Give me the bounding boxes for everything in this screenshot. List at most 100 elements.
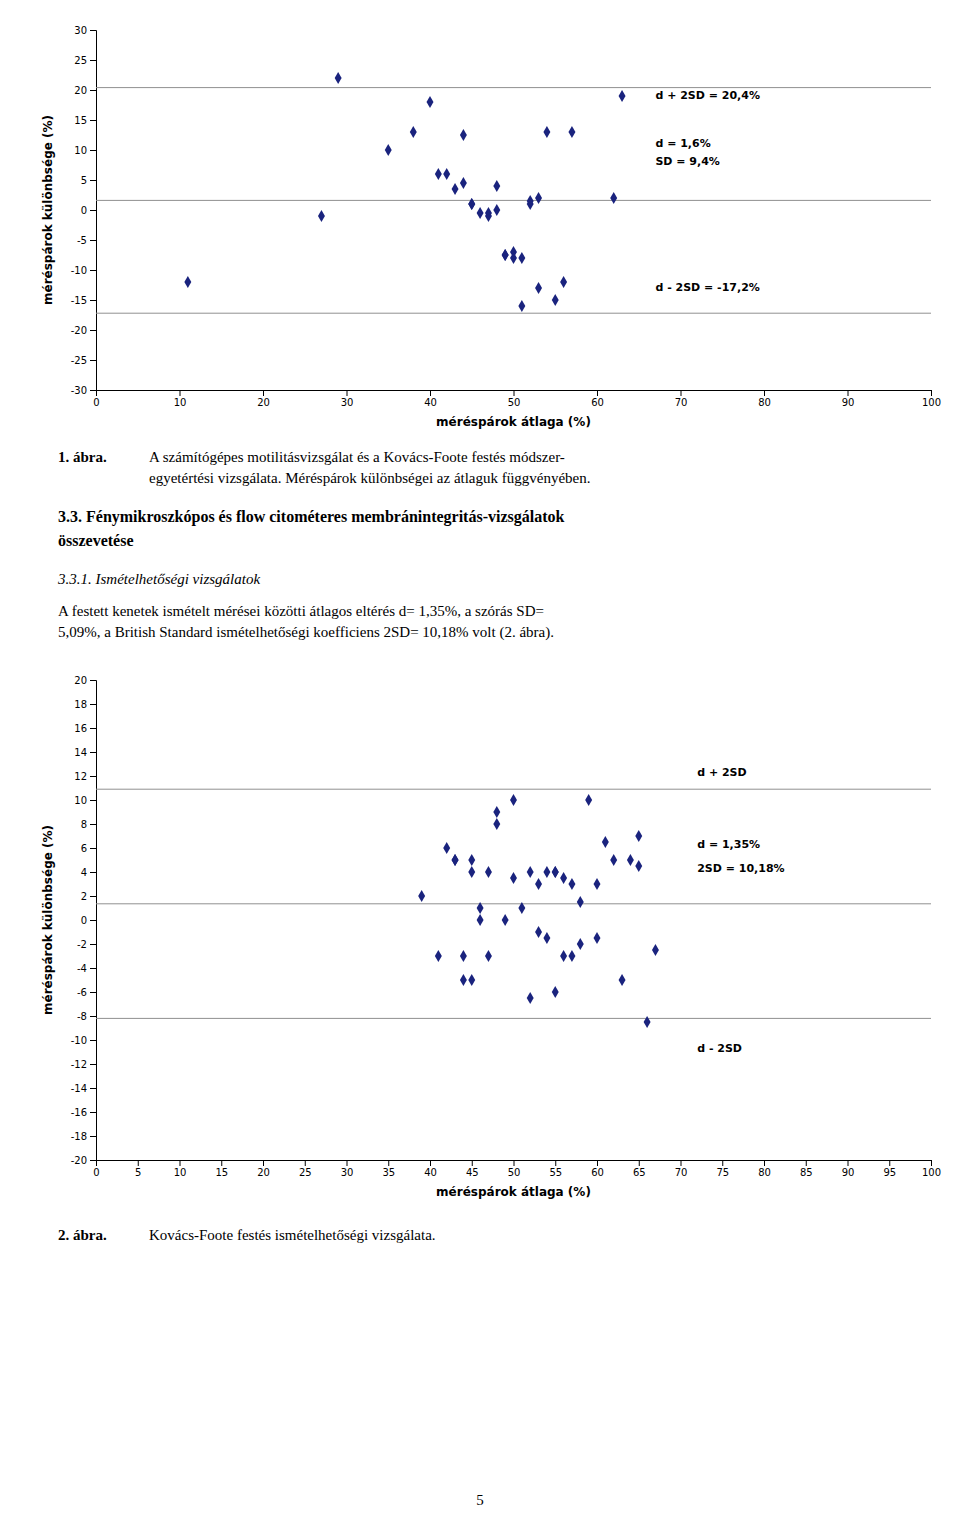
- tick-label: -20: [71, 325, 87, 336]
- tick: 20: [257, 1160, 270, 1178]
- tick-label: 20: [257, 1167, 270, 1178]
- tick: 2: [81, 891, 96, 902]
- tick: 90: [842, 1160, 855, 1178]
- tick-mark: [263, 390, 264, 396]
- tick-mark: [138, 1160, 139, 1166]
- reference-line: [96, 789, 931, 790]
- tick: -5: [77, 235, 96, 246]
- tick-mark: [90, 776, 96, 777]
- tick: 20: [74, 85, 96, 96]
- point: [543, 932, 550, 944]
- point: [477, 914, 484, 926]
- point: [427, 96, 434, 108]
- tick-mark: [180, 390, 181, 396]
- point: [335, 72, 342, 84]
- tick-label: 100: [922, 1167, 941, 1178]
- tick: 30: [341, 390, 354, 408]
- tick-label: 20: [74, 675, 87, 686]
- tick: -6: [77, 987, 96, 998]
- point: [535, 282, 542, 294]
- point: [502, 249, 509, 261]
- tick-label: 60: [591, 397, 604, 408]
- tick-mark: [764, 390, 765, 396]
- tick-mark: [90, 728, 96, 729]
- annotation: 2SD = 10,18%: [697, 862, 784, 875]
- tick-label: 4: [81, 867, 87, 878]
- tick-mark: [90, 240, 96, 241]
- tick-label: 20: [74, 85, 87, 96]
- tick-mark: [597, 390, 598, 396]
- tick-label: -5: [77, 235, 87, 246]
- x-axis: 0510152025303540455055606570758085909510…: [93, 1160, 941, 1178]
- tick: 80: [758, 390, 771, 408]
- tick: 15: [215, 1160, 228, 1178]
- point: [385, 144, 392, 156]
- tick-label: 80: [758, 1167, 771, 1178]
- tick-mark: [931, 1160, 932, 1166]
- tick-mark: [90, 896, 96, 897]
- point: [535, 878, 542, 890]
- tick: 14: [74, 747, 96, 758]
- tick: -12: [71, 1059, 96, 1070]
- tick: -30: [71, 385, 96, 396]
- chart: 0102030405060708090100-30-25-20-15-10-50…: [41, 25, 941, 429]
- tick: 25: [299, 1160, 312, 1178]
- tick-mark: [305, 1160, 306, 1166]
- tick-label: 95: [883, 1167, 896, 1178]
- point: [443, 168, 450, 180]
- caption-label: 2. ábra.: [58, 1227, 107, 1243]
- point: [518, 252, 525, 264]
- tick: 30: [74, 25, 96, 36]
- tick: 45: [466, 1160, 479, 1178]
- point: [510, 872, 517, 884]
- tick-label: -12: [71, 1059, 87, 1070]
- tick-label: -8: [77, 1011, 87, 1022]
- tick-label: 40: [424, 397, 437, 408]
- point: [585, 794, 592, 806]
- x-axis-title: méréspárok átlaga (%): [436, 415, 591, 429]
- x-axis-title: méréspárok átlaga (%): [436, 1185, 591, 1199]
- tick-mark: [514, 390, 515, 396]
- chart: 0510152025303540455055606570758085909510…: [41, 675, 941, 1199]
- tick-label: -6: [77, 987, 87, 998]
- tick-label: 50: [508, 397, 521, 408]
- tick: -10: [71, 265, 96, 276]
- tick-label: 100: [922, 397, 941, 408]
- tick: 4: [81, 867, 96, 878]
- tick-mark: [90, 300, 96, 301]
- point: [468, 866, 475, 878]
- point: [527, 195, 534, 207]
- axis-line: [90, 31, 97, 391]
- reference-line: [96, 87, 931, 88]
- tick-mark: [90, 330, 96, 331]
- tick-label: 25: [74, 55, 87, 66]
- tick: 10: [174, 390, 187, 408]
- tick: -16: [71, 1107, 96, 1118]
- tick-label: 25: [299, 1167, 312, 1178]
- tick: 100: [922, 390, 941, 408]
- tick-mark: [90, 680, 96, 681]
- tick-label: 35: [382, 1167, 395, 1178]
- tick-mark: [347, 1160, 348, 1166]
- tick: 60: [591, 390, 604, 408]
- point: [635, 860, 642, 872]
- tick-label: 8: [81, 819, 87, 830]
- reference-line: [96, 1018, 931, 1019]
- tick-mark: [90, 872, 96, 873]
- tick-label: 55: [549, 1167, 562, 1178]
- tick-mark: [221, 1160, 222, 1166]
- point: [477, 207, 484, 219]
- tick: -10: [71, 1035, 96, 1046]
- point: [502, 914, 509, 926]
- tick: 15: [74, 115, 96, 126]
- point: [510, 246, 517, 258]
- tick: 25: [74, 55, 96, 66]
- tick-mark: [90, 920, 96, 921]
- annotation: d = 1,35%: [697, 838, 760, 851]
- tick: -25: [71, 355, 96, 366]
- tick-mark: [90, 752, 96, 753]
- tick-label: 6: [81, 843, 87, 854]
- point: [468, 854, 475, 866]
- tick: -4: [77, 963, 96, 974]
- tick-label: 70: [675, 1167, 688, 1178]
